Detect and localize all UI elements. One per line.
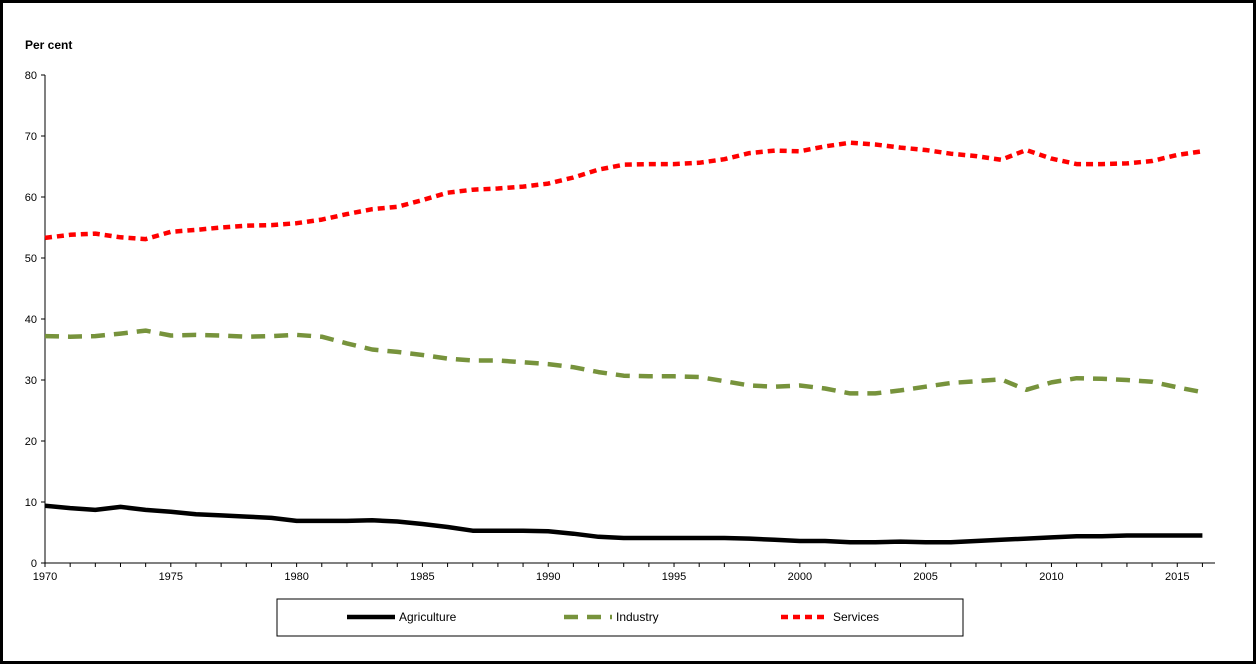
x-tick-label: 2015: [1165, 571, 1189, 583]
y-tick-label: 70: [25, 131, 37, 143]
x-tick-label: 1970: [33, 571, 57, 583]
y-tick-label: 60: [25, 192, 37, 204]
y-axis-unit-label: Per cent: [25, 38, 72, 52]
series-line-services: [44, 140, 1203, 242]
legend-label-agriculture: Agriculture: [399, 610, 457, 624]
y-tick-label: 80: [25, 70, 37, 82]
y-tick-label: 40: [25, 314, 37, 326]
y-tick-label: 30: [25, 375, 37, 387]
y-tick-label: 10: [25, 497, 37, 509]
x-tick-label: 1980: [284, 571, 308, 583]
axes: 0 10 20 30 40 50 60 70 80 1970 1975 1980 1985 1990 199…: [25, 70, 1215, 583]
x-tick-label: 2010: [1039, 571, 1063, 583]
legend-label-services: Services: [833, 610, 879, 624]
x-tick-label: 2000: [788, 571, 812, 583]
x-tick-label: 1990: [536, 571, 560, 583]
series-line-industry: [44, 328, 1203, 396]
x-tick-label: 1975: [159, 571, 183, 583]
legend: Agriculture Industry Services: [276, 598, 964, 637]
series-lines: [44, 140, 1203, 545]
legend-label-industry: Industry: [616, 610, 659, 624]
x-tick-label: 2005: [913, 571, 937, 583]
series-line-agriculture: [44, 503, 1203, 545]
y-tick-label: 0: [31, 558, 37, 570]
x-tick-label: 1995: [662, 571, 686, 583]
x-tick-label: 1985: [410, 571, 434, 583]
y-tick-label: 20: [25, 436, 37, 448]
y-tick-label: 50: [25, 253, 37, 265]
